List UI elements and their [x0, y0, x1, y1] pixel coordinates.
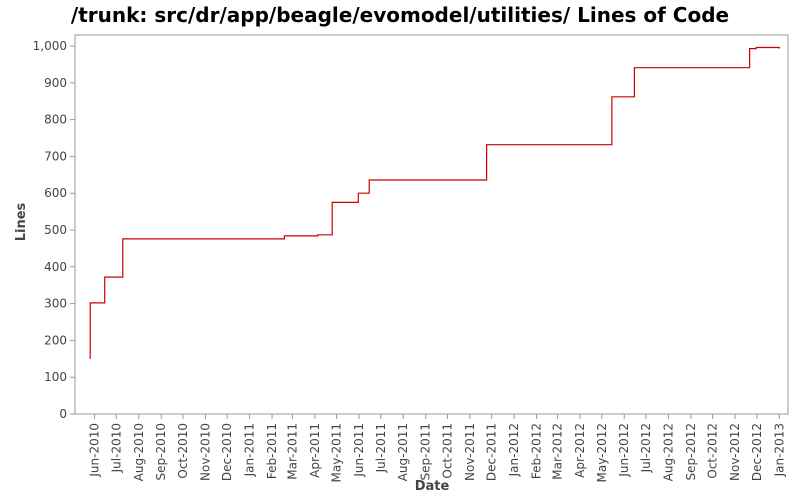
- x-tick-label: Mar-2011: [285, 423, 299, 480]
- x-tick-label: Oct-2011: [440, 423, 454, 479]
- x-tick-label: Feb-2011: [265, 423, 279, 479]
- x-axis: Jun-2010 Jul-2010 Aug-2010 Sep-2010 Oct-2010…: [88, 414, 786, 482]
- x-tick-label: Dec-2012: [750, 423, 764, 481]
- x-tick-label: Jun-2011: [352, 423, 366, 478]
- x-tick-label: Nov-2010: [198, 423, 212, 481]
- x-tick-label: Nov-2011: [463, 423, 477, 481]
- y-tick-label: 800: [44, 113, 67, 127]
- x-tick-label: Jan-2011: [243, 423, 257, 477]
- x-tick-label: Sep-2010: [154, 423, 168, 481]
- y-tick-label: 600: [44, 186, 67, 200]
- x-tick-label: Jul-2012: [639, 423, 653, 473]
- y-tick-label: 300: [44, 297, 67, 311]
- y-tick-label: 100: [44, 370, 67, 384]
- y-tick-label: 700: [44, 149, 67, 163]
- x-axis-label: Date: [415, 479, 450, 494]
- y-tick-label: 500: [44, 223, 67, 237]
- x-tick-label: Sep-2011: [419, 423, 433, 481]
- x-tick-label: Apr-2012: [573, 423, 587, 478]
- x-tick-label: Dec-2010: [220, 423, 234, 481]
- x-tick-label: Aug-2012: [661, 423, 675, 481]
- x-tick-label: Jun-2010: [88, 423, 102, 478]
- y-tick-label: 200: [44, 333, 67, 347]
- y-axis: 0 100 200 300 400 500 600 700 800 900 1,000: [33, 39, 75, 421]
- x-tick-label: Jan-2012: [507, 423, 521, 477]
- x-tick-label: Apr-2011: [308, 423, 322, 478]
- y-tick-label: 900: [44, 76, 67, 90]
- y-tick-label: 0: [59, 407, 67, 421]
- x-tick-label: Oct-2012: [706, 423, 720, 479]
- x-tick-label: Oct-2010: [176, 423, 190, 479]
- x-tick-label: Sep-2012: [684, 423, 698, 481]
- x-tick-label: Jul-2011: [374, 423, 388, 473]
- x-tick-label: Aug-2010: [132, 423, 146, 481]
- x-tick-label: Nov-2012: [728, 423, 742, 481]
- series-layer: [89, 46, 780, 359]
- x-tick-label: Jan-2013: [772, 423, 786, 477]
- y-axis-label: Lines: [14, 202, 29, 241]
- x-tick-label: May-2011: [330, 423, 344, 482]
- x-tick-label: Dec-2011: [485, 423, 499, 481]
- x-tick-label: Jul-2010: [109, 423, 123, 473]
- lines-series-line: [89, 46, 780, 359]
- chart-title: /trunk: src/dr/app/beagle/evomodel/utili…: [71, 3, 729, 27]
- x-tick-label: May-2012: [595, 423, 609, 482]
- y-tick-label: 400: [44, 260, 67, 274]
- plot-area: [74, 34, 789, 415]
- x-tick-label: Feb-2012: [530, 423, 544, 479]
- y-tick-label: 1,000: [33, 39, 67, 53]
- x-tick-label: Jun-2012: [617, 423, 631, 478]
- x-tick-label: Aug-2011: [396, 423, 410, 481]
- x-tick-label: Mar-2012: [551, 423, 565, 480]
